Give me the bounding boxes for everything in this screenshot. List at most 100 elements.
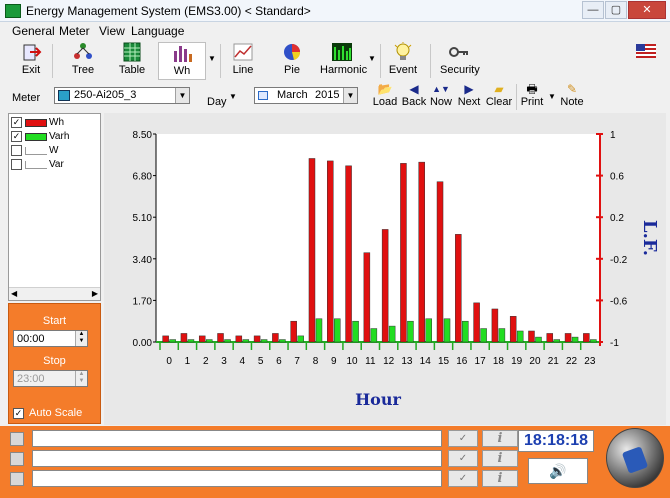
minimize-button[interactable]: — [582,1,604,19]
legend-checkbox[interactable] [11,159,22,170]
sound-button[interactable]: 🔊 [528,458,588,484]
app-icon [5,4,21,18]
toolbar: Exit Tree Table Wh ▼ Line Pie Harmonic ▼… [0,40,670,82]
line-chart-icon [233,43,253,61]
spinner-icon[interactable]: ▲ ▼ [75,331,87,346]
info-button[interactable]: i [482,430,518,447]
legend-item-wh[interactable]: ✓ Wh [11,117,64,128]
legend-item-var[interactable]: Var [11,159,99,171]
checkbox-icon[interactable]: ✓ [13,408,24,419]
legend-swatch [25,147,47,155]
flag-icon[interactable] [636,44,656,58]
meter-select[interactable]: 250-Ai205_3 ▼ [54,87,190,104]
x-tick-label: 14 [420,356,432,367]
scroll-left-icon[interactable]: ◀ [11,289,18,298]
stop-time-input[interactable]: 23:00 ▲ ▼ [13,370,88,387]
maximize-button[interactable]: ▢ [605,1,627,19]
x-tick-label: 4 [240,356,246,367]
meter-label: Meter [12,92,41,104]
menu-general[interactable]: General [12,24,55,38]
legend-scrollbar[interactable]: ◀ ▶ [9,287,100,300]
message-select-button[interactable] [10,432,24,446]
x-tick-label: 3 [221,356,227,367]
legend-item-w[interactable]: W [11,145,99,157]
now-button[interactable]: ▲▼ Now [429,84,452,108]
legend-checkbox[interactable]: ✓ [11,131,22,142]
period-dropdown-icon[interactable]: ▼ [229,92,237,101]
bar-varh [553,339,561,343]
info-button[interactable]: i [482,450,518,467]
scroll-right-icon[interactable]: ▶ [91,289,98,298]
menu-view[interactable]: View [99,24,125,38]
start-time-input[interactable]: 00:00 ▲ ▼ [13,330,88,347]
eraser-icon: ▰ [494,82,504,96]
legend-item-varh[interactable]: ✓ Varh [11,131,70,142]
table-icon [123,42,141,62]
back-button[interactable]: ◀ Back [401,82,427,108]
security-button[interactable]: Security [440,42,480,80]
event-button[interactable]: Event [386,42,420,80]
bar-wh [381,229,389,343]
auto-scale-checkbox[interactable]: ✓ Auto Scale [13,407,83,419]
toolbar-separator [52,44,53,78]
legend-checkbox[interactable] [11,145,22,156]
period-select[interactable]: Day [207,96,227,108]
close-button[interactable]: ✕ [628,1,666,19]
chevron-down-icon[interactable]: ▼ [175,88,189,103]
bar-wh [546,333,554,343]
folder-icon: 📂 [377,82,393,96]
exit-button[interactable]: Exit [14,42,48,80]
tree-button[interactable]: Tree [66,42,100,80]
window-title: Energy Management System (EMS3.00) < Sta… [26,4,311,18]
acknowledge-button[interactable]: ✓ [448,450,478,467]
message-select-button[interactable] [10,452,24,466]
load-button[interactable]: 📂 Load [372,82,398,108]
date-picker[interactable]: March 2015 ▼ [254,87,358,104]
print-dropdown-icon[interactable]: ▼ [548,92,556,101]
next-button[interactable]: ▶ Next [457,82,481,108]
tree-icon [74,43,92,59]
toolbar-separator [380,44,381,78]
bar-varh [516,330,524,343]
wh-dropdown-icon[interactable]: ▼ [208,54,216,63]
clear-button[interactable]: ▰ Clear [485,82,513,108]
bar-wh [436,181,444,343]
harmonic-dropdown-icon[interactable]: ▼ [368,54,376,63]
menu-language[interactable]: Language [131,24,185,38]
info-button[interactable]: i [482,470,518,487]
table-button[interactable]: Table [114,42,150,80]
y-tick-label: 8.50 [133,130,153,141]
y-tick-label: 0.00 [133,338,153,349]
message-select-button[interactable] [10,472,24,486]
x-tick-label: 17 [475,356,487,367]
pie-button[interactable]: Pie [276,42,308,80]
bar-varh [535,336,542,343]
bar-varh [498,328,506,343]
x-tick-label: 7 [294,356,300,367]
bar-varh [315,318,323,343]
bar-chart-icon [174,46,192,62]
bar-varh [462,320,469,343]
spinner-icon[interactable]: ▲ ▼ [75,371,87,386]
bar-varh [407,320,414,343]
x-tick-label: 8 [313,356,319,367]
y2-axis-title: L.F. [639,220,660,256]
bar-wh [253,335,261,343]
print-button[interactable]: 🖶 Print [520,82,544,108]
harmonic-button[interactable]: Harmonic [320,42,367,80]
bar-varh [571,336,579,343]
toolbar-separator [516,84,517,110]
acknowledge-button[interactable]: ✓ [448,430,478,447]
line-button[interactable]: Line [226,42,260,80]
legend-checkbox[interactable]: ✓ [11,117,22,128]
wh-button[interactable]: Wh [158,42,206,80]
note-button[interactable]: ✎ Note [560,82,584,108]
bar-wh [327,160,334,343]
acknowledge-button[interactable]: ✓ [448,470,478,487]
chevron-down-icon[interactable]: ▼ [343,88,357,103]
x-tick-label: 2 [203,356,209,367]
menu-meter[interactable]: Meter [59,24,90,38]
x-tick-label: 1 [185,356,191,367]
bar-varh [187,339,195,343]
menu-bar: General Meter View Language [0,22,670,40]
